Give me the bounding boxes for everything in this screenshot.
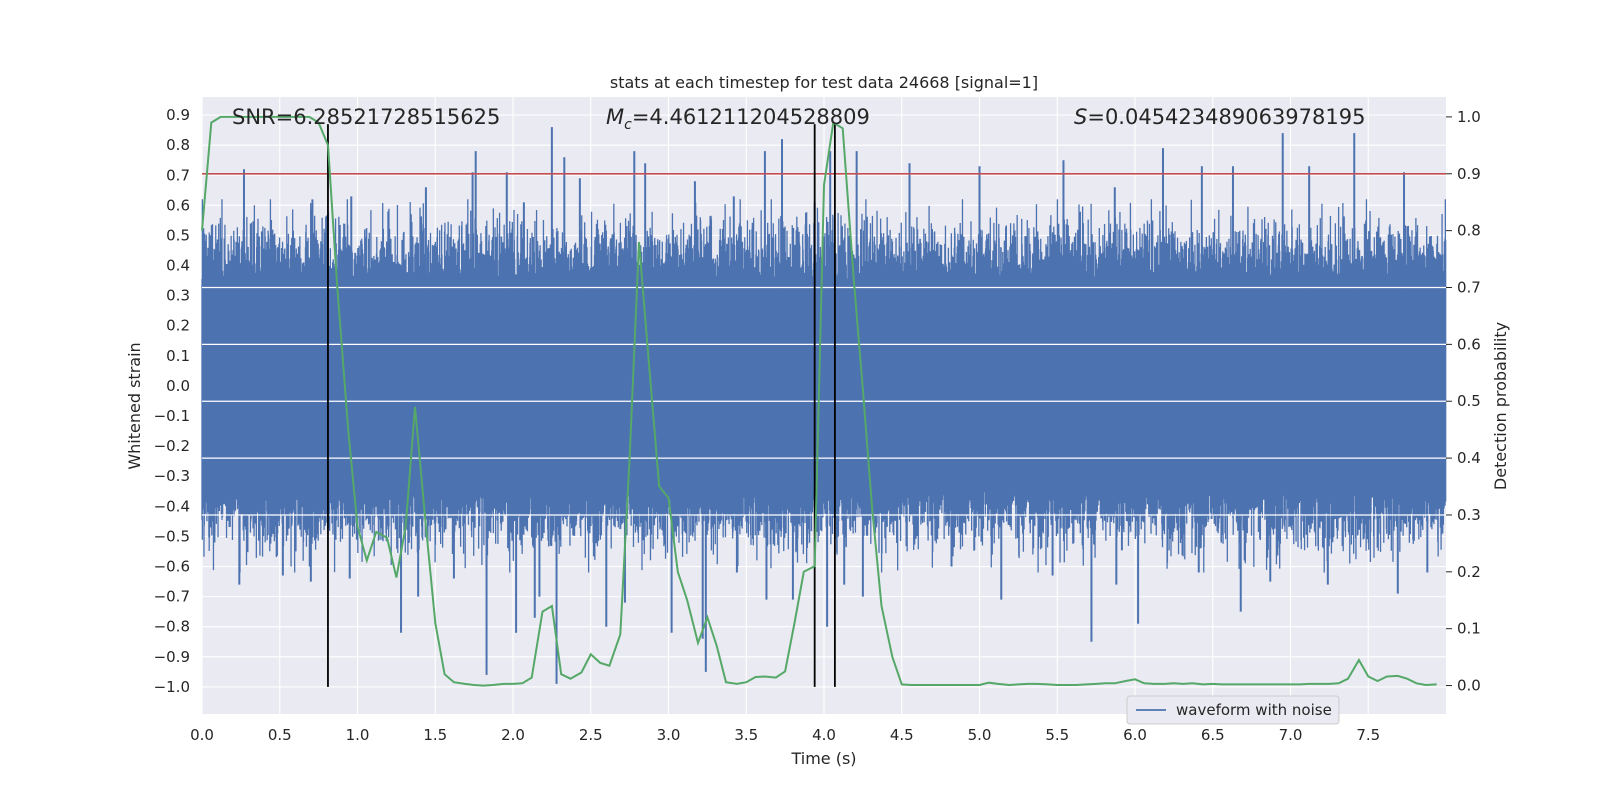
x-tick-label: 4.5 bbox=[890, 726, 914, 744]
x-tick-label: 7.5 bbox=[1356, 726, 1380, 744]
x-tick-label: 6.5 bbox=[1201, 726, 1225, 744]
right-tick-label: 0.1 bbox=[1457, 620, 1481, 638]
x-tick-label: 5.0 bbox=[968, 726, 992, 744]
legend-box bbox=[1126, 695, 1340, 725]
waveform-trace bbox=[201, 199, 1447, 573]
x-tick-label: 3.0 bbox=[657, 726, 681, 744]
y-tick-label: 0.9 bbox=[166, 106, 190, 124]
x-tick-label: 1.0 bbox=[346, 726, 370, 744]
y-axis-label: Whitened strain bbox=[125, 342, 144, 469]
right-axis-ticks: 1.0 0.9 0.8 0.7 0.6 0.5 0.4 0.3 0.2 0.1 0.0 bbox=[1446, 108, 1481, 695]
x-tick-label: 7.0 bbox=[1279, 726, 1303, 744]
y-tick-label: 0.7 bbox=[166, 166, 190, 184]
x-tick-label: 1.5 bbox=[423, 726, 447, 744]
right-tick-label: 0.0 bbox=[1457, 677, 1481, 695]
chirp-mass-subscript: c bbox=[624, 117, 632, 133]
x-tick-label: 6.0 bbox=[1123, 726, 1147, 744]
y-tick-label: 0.4 bbox=[166, 257, 190, 275]
y-tick-label: −0.5 bbox=[154, 527, 190, 545]
x-tick-label: 5.5 bbox=[1045, 726, 1069, 744]
y-tick-label: −0.9 bbox=[154, 648, 190, 666]
x-tick-label: 2.0 bbox=[501, 726, 525, 744]
s-value: =0.045423489063978195 bbox=[1087, 105, 1365, 129]
chirp-mass-annotation: Mc=4.461211204528809 bbox=[606, 105, 870, 133]
s-symbol: S bbox=[1074, 105, 1087, 129]
legend-label-waveform: waveform with noise bbox=[1176, 701, 1332, 719]
vertical-marker-lines bbox=[327, 124, 836, 687]
x-tick-label: 2.5 bbox=[579, 726, 603, 744]
y-axis-ticks: 0.9 0.8 0.7 0.6 0.5 0.4 0.3 0.2 0.1 0.0 −0.1 −0.2 −0… bbox=[154, 106, 190, 696]
right-tick-label: 0.9 bbox=[1457, 165, 1481, 183]
s-annotation: S=0.045423489063978195 bbox=[1074, 105, 1365, 129]
waveform-series bbox=[201, 127, 1447, 684]
right-tick-label: 0.7 bbox=[1457, 279, 1481, 297]
y-tick-label: 0.6 bbox=[166, 196, 190, 214]
y-tick-label: −1.0 bbox=[154, 678, 190, 696]
x-axis-ticks: 0.0 0.5 1.0 1.5 2.0 2.5 3.0 3.5 4.0 4.5 5.0 5.5 6.0 6… bbox=[190, 726, 1380, 744]
right-tick-label: 0.3 bbox=[1457, 506, 1481, 524]
chirp-mass-symbol: M bbox=[606, 105, 624, 129]
probability-line bbox=[201, 115, 1437, 687]
chart-title: stats at each timestep for test data 246… bbox=[610, 73, 1038, 92]
legend: waveform with noise bbox=[1126, 695, 1340, 725]
right-tick-label: 0.4 bbox=[1457, 449, 1481, 467]
y-tick-label: −0.7 bbox=[154, 588, 190, 606]
chirp-mass-value: =4.461211204528809 bbox=[632, 105, 870, 129]
snr-annotation: SNR=6.28521728515625 bbox=[232, 105, 500, 129]
y-tick-label: 0.1 bbox=[166, 347, 190, 365]
y-tick-label: −0.8 bbox=[154, 618, 190, 636]
gap-lines bbox=[202, 286, 1446, 516]
right-tick-label: 1.0 bbox=[1457, 108, 1481, 126]
y-tick-label: −0.1 bbox=[154, 407, 190, 425]
y-tick-label: 0.2 bbox=[166, 317, 190, 335]
y-tick-label: −0.4 bbox=[154, 497, 190, 515]
x-axis-label: Time (s) bbox=[790, 749, 856, 768]
x-tick-label: 0.5 bbox=[268, 726, 292, 744]
right-tick-label: 0.2 bbox=[1457, 563, 1481, 581]
x-tick-label: 3.5 bbox=[734, 726, 758, 744]
right-axis-label: Detection probability bbox=[1491, 322, 1510, 490]
y-tick-label: −0.6 bbox=[154, 558, 190, 576]
right-tick-label: 0.5 bbox=[1457, 392, 1481, 410]
right-tick-label: 0.6 bbox=[1457, 335, 1481, 353]
y-tick-label: 0.5 bbox=[166, 226, 190, 244]
y-tick-label: 0.8 bbox=[166, 136, 190, 154]
right-tick-label: 0.8 bbox=[1457, 222, 1481, 240]
y-tick-label: 0.0 bbox=[166, 377, 190, 395]
x-tick-label: 4.0 bbox=[812, 726, 836, 744]
y-tick-label: 0.3 bbox=[166, 287, 190, 305]
y-tick-label: −0.2 bbox=[154, 437, 190, 455]
y-tick-label: −0.3 bbox=[154, 467, 190, 485]
x-tick-label: 0.0 bbox=[190, 726, 214, 744]
